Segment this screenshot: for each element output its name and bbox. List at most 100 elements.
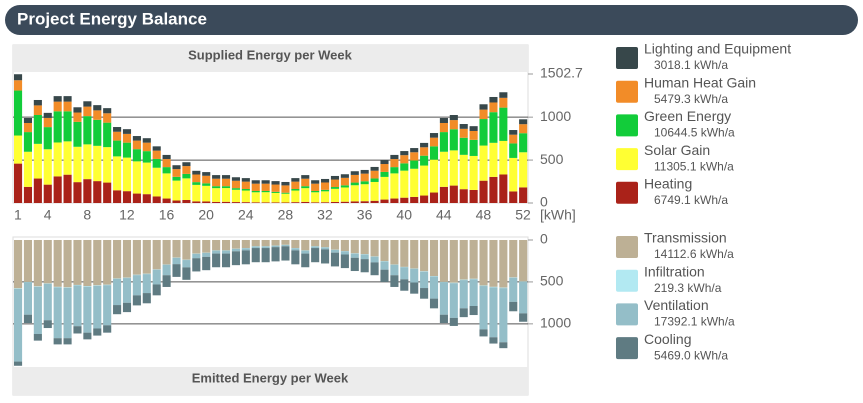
bar-segment bbox=[350, 171, 359, 175]
bar-segment bbox=[271, 184, 280, 192]
legend-total: 11305.1 kWh/a bbox=[654, 159, 734, 173]
bar-segment bbox=[202, 240, 211, 253]
legend-swatch bbox=[616, 148, 638, 171]
bar-segment bbox=[53, 142, 62, 177]
bar-segment bbox=[172, 169, 181, 177]
bar-segment bbox=[429, 192, 439, 203]
bar-segment bbox=[261, 180, 270, 184]
bar-segment bbox=[489, 176, 498, 203]
bar-segment bbox=[33, 240, 42, 287]
bar-segment bbox=[93, 285, 102, 329]
bar-segment bbox=[380, 269, 389, 282]
bar-segment bbox=[330, 201, 340, 203]
bar-segment bbox=[271, 202, 280, 203]
y-tick-label: 500 bbox=[540, 273, 564, 289]
bar-segment bbox=[410, 268, 419, 283]
bar-segment bbox=[321, 182, 330, 190]
bar-segment bbox=[439, 151, 448, 187]
bar-segment bbox=[301, 188, 310, 202]
bar-segment bbox=[390, 167, 399, 174]
bar-segment bbox=[192, 258, 201, 272]
bar-segment bbox=[360, 173, 369, 182]
bar-segment bbox=[162, 275, 171, 287]
bar-segment bbox=[311, 180, 320, 184]
bar-segment bbox=[459, 154, 468, 190]
x-tick-label: 12 bbox=[119, 207, 135, 223]
bar-segment bbox=[33, 286, 42, 287]
bar-segment bbox=[261, 248, 270, 263]
bar-segment bbox=[469, 139, 478, 156]
bar-segment bbox=[103, 108, 112, 114]
bar-segment bbox=[93, 145, 102, 182]
bar-segment bbox=[321, 249, 330, 264]
bar-segment bbox=[261, 246, 270, 249]
bar-segment bbox=[291, 250, 300, 265]
bar-segment bbox=[122, 133, 132, 143]
bar-segment bbox=[469, 305, 478, 316]
bar-segment bbox=[281, 240, 290, 245]
bar-segment bbox=[221, 188, 231, 202]
bar-segment bbox=[420, 288, 429, 299]
bar-segment bbox=[53, 240, 62, 287]
bar-segment bbox=[400, 155, 409, 164]
bar-segment bbox=[340, 185, 349, 188]
bar-segment bbox=[73, 182, 82, 203]
bar-segment bbox=[182, 166, 191, 174]
bar-segment bbox=[479, 145, 488, 181]
bar-segment bbox=[221, 253, 231, 268]
bar-segment bbox=[350, 185, 359, 202]
bar-segment bbox=[172, 240, 181, 258]
bar-segment bbox=[459, 137, 468, 155]
bar-segment bbox=[380, 164, 389, 172]
bar-segment bbox=[429, 133, 439, 138]
bar-segment bbox=[420, 240, 429, 272]
bar-segment bbox=[132, 140, 141, 150]
bar-segment bbox=[212, 186, 221, 189]
x-tick-label: 48 bbox=[476, 207, 492, 223]
bar-segment bbox=[73, 107, 82, 113]
bar-segment bbox=[271, 191, 280, 193]
bar-segment bbox=[182, 173, 191, 179]
bar-segment bbox=[113, 240, 122, 279]
bar-segment bbox=[340, 254, 349, 269]
x-tick-label: 8 bbox=[83, 207, 91, 223]
bar-segment bbox=[212, 250, 221, 254]
bar-segment bbox=[43, 127, 52, 150]
bar-segment bbox=[103, 285, 112, 326]
bar-segment bbox=[73, 146, 82, 183]
bar-segment bbox=[122, 129, 132, 134]
bar-segment bbox=[162, 264, 171, 276]
x-tick-label: 44 bbox=[436, 207, 452, 223]
bar-segment bbox=[202, 172, 211, 176]
bar-segment bbox=[182, 240, 191, 260]
bar-segment bbox=[212, 188, 221, 202]
legend-label: Transmission bbox=[644, 230, 727, 246]
bar-segment bbox=[113, 131, 122, 141]
bar-segment bbox=[271, 192, 280, 203]
bar-segment bbox=[459, 280, 468, 309]
legend-label: Heating bbox=[644, 176, 692, 192]
legend-label: Green Energy bbox=[644, 108, 731, 124]
bar-segment bbox=[479, 329, 488, 337]
bar-segment bbox=[192, 174, 201, 183]
legend-total: 5469.0 kWh/a bbox=[654, 348, 728, 362]
bar-segment bbox=[301, 178, 310, 187]
bar-segment bbox=[33, 105, 42, 116]
bar-segment bbox=[251, 246, 260, 249]
bar-segment bbox=[330, 252, 340, 267]
bar-segment bbox=[132, 161, 141, 194]
bar-segment bbox=[93, 119, 102, 146]
bar-segment bbox=[281, 181, 290, 186]
bar-segment bbox=[271, 240, 280, 246]
bar-segment bbox=[489, 286, 498, 288]
bar-segment bbox=[103, 147, 112, 183]
bar-segment bbox=[321, 189, 330, 192]
bar-segment bbox=[221, 250, 231, 254]
bar-segment bbox=[63, 96, 72, 102]
bar-segment bbox=[261, 190, 270, 193]
bar-segment bbox=[103, 122, 112, 148]
bar-segment bbox=[122, 278, 132, 303]
bar-segment bbox=[429, 159, 439, 193]
bar-segment bbox=[251, 190, 260, 193]
